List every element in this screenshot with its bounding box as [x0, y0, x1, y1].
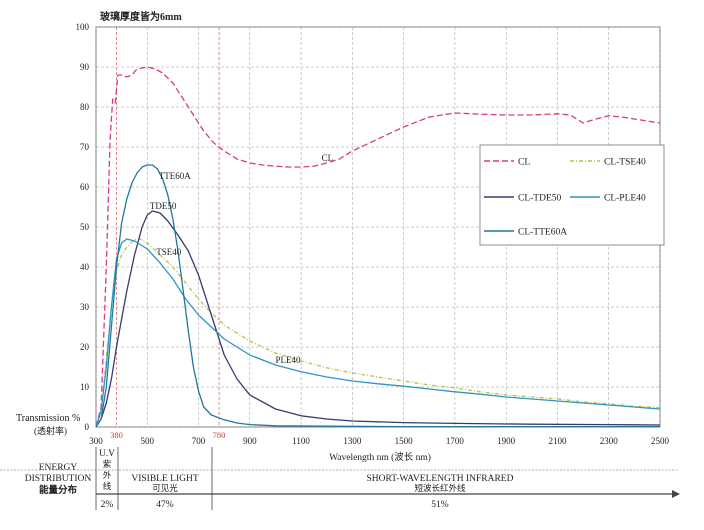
- curve-label: TDE50: [150, 201, 177, 211]
- y-axis-label: Transmission %: [16, 413, 80, 424]
- y-tick-label: 80: [80, 102, 90, 112]
- y-tick-label: 20: [80, 342, 90, 352]
- x-tick-label: 1900: [497, 436, 516, 446]
- infrared-cn: 短波长红外线: [414, 483, 466, 493]
- x-tick-label: 1700: [446, 436, 465, 446]
- arrow-head-icon: [672, 490, 680, 498]
- marker-tick-label: 780: [213, 430, 226, 440]
- series-line-cl: [95, 66, 661, 428]
- visible-cn: 可见光: [152, 483, 178, 493]
- x-tick-label: 1500: [395, 436, 414, 446]
- series-line-cl-tte60a: [95, 164, 660, 428]
- legend-entry: CL-TSE40: [604, 158, 646, 168]
- y-tick-label: 90: [80, 62, 90, 72]
- y-tick-label: 50: [80, 222, 90, 232]
- curve-label: PLE40: [275, 355, 301, 365]
- series-line-cl-ple40: [95, 238, 661, 428]
- x-tick-label: 500: [141, 436, 155, 446]
- infrared-percent: 51%: [431, 500, 449, 510]
- x-tick-label: 1300: [343, 436, 362, 446]
- x-tick-label: 2500: [651, 436, 670, 446]
- uv-cn-3: 线: [103, 481, 112, 491]
- energy-distribution-table: ENERGY DISTRIBUTION 能量分布 U.V 紫 外 线 2% VI…: [0, 447, 680, 510]
- y-tick-label: 60: [80, 182, 90, 192]
- uv-label: U.V: [99, 449, 115, 459]
- marker-tick-label: 380: [110, 430, 123, 440]
- x-tick-label: 1100: [292, 436, 310, 446]
- energy-row-label-1: ENERGY: [39, 463, 78, 473]
- legend-entry: CL-PLE40: [604, 194, 646, 204]
- visible-percent: 47%: [156, 500, 174, 510]
- series-lines: [95, 66, 661, 428]
- series-labels: CL TTE60A TDE50 TSE40 PLE40: [150, 153, 333, 365]
- x-tick-label: 700: [192, 436, 206, 446]
- uv-cn-2: 外: [103, 470, 112, 480]
- y-tick-label: 30: [80, 302, 90, 312]
- uv-percent: 2%: [101, 500, 114, 510]
- chart-title: 玻璃厚度皆为6mm: [100, 10, 182, 23]
- y-tick-label: 10: [80, 382, 90, 392]
- legend-entry: CL-TDE50: [518, 194, 562, 204]
- x-tick-label: 900: [243, 436, 257, 446]
- y-tick-label: 100: [76, 22, 90, 32]
- energy-row-label-3: 能量分布: [39, 484, 78, 496]
- legend-entry: CL: [518, 158, 530, 168]
- x-axis-label: Wavelength nm (波长 nm): [329, 451, 431, 463]
- y-axis-label-sub: (透射率): [34, 425, 67, 436]
- visible-label: VISIBLE LIGHT: [131, 474, 198, 484]
- axes: 300 500 700 900 1100 1300 1500 1700 1900 2100 2300…: [76, 22, 670, 446]
- series-line-cl-tse40: [95, 238, 661, 428]
- y-tick-label: 70: [80, 142, 90, 152]
- curve-label: CL: [322, 153, 334, 163]
- curve-label: TTE60A: [159, 171, 191, 181]
- x-tick-label: 2100: [548, 436, 567, 446]
- y-tick-label: 0: [85, 422, 90, 432]
- x-tick-label: 300: [89, 436, 103, 446]
- legend-entry: CL-TTE60A: [518, 228, 567, 238]
- energy-row-label-2: DISTRIBUTION: [25, 474, 92, 484]
- x-tick-label: 2300: [600, 436, 619, 446]
- series-line-cl-tde50: [95, 210, 661, 428]
- uv-cn-1: 紫: [103, 459, 112, 469]
- y-tick-label: 40: [80, 262, 90, 272]
- infrared-label: SHORT-WAVELENGTH INFRARED: [367, 474, 514, 484]
- curve-label: TSE40: [156, 247, 182, 257]
- legend: CL CL-TSE40 CL-TDE50 CL-PLE40 CL-TTE60A: [479, 144, 665, 246]
